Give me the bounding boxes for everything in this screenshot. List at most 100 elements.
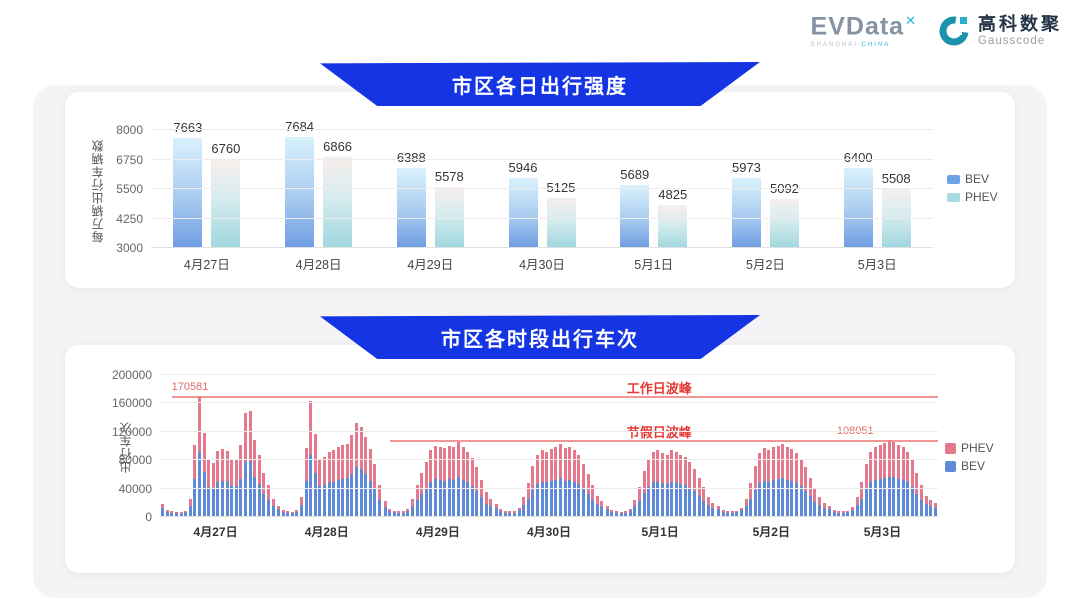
segment-phev: [901, 447, 905, 481]
segment-bev: [915, 493, 919, 517]
day-group-5月1日: [605, 375, 716, 517]
gridline: [160, 516, 938, 517]
segment-bev: [508, 512, 512, 517]
legend-swatch: [947, 192, 960, 202]
segment-bev: [642, 492, 646, 517]
stacked-bar-4月30日-h18: [577, 375, 581, 517]
segment-bev: [864, 488, 868, 517]
segment-phev: [785, 447, 789, 481]
evdata-logo-subtext: SHANGHAI CHINA: [810, 41, 891, 48]
segment-bev: [383, 507, 387, 517]
segment-phev: [828, 506, 832, 510]
bar-bev-4月27日: 7663: [173, 120, 203, 248]
segment-phev: [772, 447, 776, 481]
stacked-bar-4月30日-h23: [600, 375, 604, 517]
segment-phev: [383, 501, 387, 508]
legend-item-phev[interactable]: PHEV: [945, 441, 994, 455]
workday-peak-line: [171, 395, 938, 398]
stacked-bar-5月3日-h23: [933, 375, 937, 517]
stacked-bar-5月1日-h1: [610, 375, 614, 517]
bar-value-label: 5508: [881, 170, 911, 186]
stacked-bar-5月3日-h1: [832, 375, 836, 517]
stacked-bar-4月27日-h1: [165, 375, 169, 517]
stacked-bar-5月2日-h2: [726, 375, 730, 517]
y-tick-label: 6750: [116, 152, 143, 167]
x-axis-label: 5月3日: [863, 525, 902, 539]
stacked-bar-4月30日-h8: [531, 375, 535, 517]
stacked-bar-5月1日-h18: [688, 375, 692, 517]
bar-value-label: 5946: [508, 160, 538, 176]
bar-phev-4月30日: 5125: [546, 180, 576, 248]
segment-bev: [262, 493, 266, 517]
segment-bev: [336, 480, 340, 517]
stacked-bar-4月27日-h13: [220, 375, 224, 517]
segment-bev: [466, 482, 470, 517]
stacked-bar-5月1日-h20: [697, 375, 701, 517]
segment-phev: [286, 511, 290, 513]
segment-phev: [309, 400, 313, 456]
bar-value-label: 6400: [843, 149, 873, 165]
stacked-bar-4月30日-h17: [572, 375, 576, 517]
stacked-bar-5月3日-h2: [837, 375, 841, 517]
bar-value-label: 5125: [546, 179, 576, 195]
stacked-bar-4月29日-h14: [447, 375, 451, 517]
stacked-bar-4月30日-h3: [508, 375, 512, 517]
segment-bev: [906, 482, 910, 517]
legend-item-bev[interactable]: BEV: [945, 459, 994, 473]
segment-bev: [327, 482, 331, 517]
segment-bev: [822, 508, 826, 517]
stacked-bar-5月1日-h22: [706, 375, 710, 517]
segment-bev: [276, 509, 280, 517]
chart1-plot-area: 7663 6760 7684 6866 6388 5578 5946 5125 5689 4825…: [116, 119, 933, 255]
legend-item-phev[interactable]: PHEV: [947, 190, 998, 204]
segment-bev: [730, 512, 734, 517]
segment-bev: [484, 503, 488, 517]
segment-bev: [479, 497, 483, 517]
segment-phev: [799, 458, 803, 487]
segment-bev: [359, 469, 363, 517]
bar-value-label: 5689: [620, 166, 650, 182]
bar-phev-4月27日: 6760: [211, 141, 241, 248]
stacked-bar-4月29日-h10: [429, 375, 433, 517]
segment-phev: [262, 473, 266, 494]
segment-bev: [624, 512, 628, 517]
segment-phev: [243, 413, 247, 463]
legend-label: PHEV: [961, 441, 994, 455]
segment-bev: [411, 506, 415, 517]
segment-bev: [531, 490, 535, 517]
stacked-bar-5月1日-h16: [679, 375, 683, 517]
segment-bev: [424, 487, 428, 517]
stacked-bar-5月2日-h23: [822, 375, 826, 517]
segment-bev: [207, 487, 211, 517]
segment-bev: [688, 487, 692, 517]
legend-item-bev[interactable]: BEV: [947, 172, 998, 186]
segment-phev: [175, 511, 179, 514]
segment-phev: [883, 443, 887, 478]
stacked-bar-5月1日-h12: [660, 375, 664, 517]
gridline: [160, 430, 938, 432]
workday-peak-value: 170581: [171, 380, 209, 393]
segment-phev: [197, 395, 201, 453]
chart1-title-banner: 市区各日出行强度: [320, 62, 760, 106]
y-tick-label: 0: [145, 510, 152, 524]
segment-bev: [299, 504, 303, 517]
stacked-bar-5月2日-h11: [767, 375, 771, 517]
stacked-bar-5月1日-h4: [624, 375, 628, 517]
stacked-bar-5月3日-h8: [864, 375, 868, 517]
segment-bev: [924, 503, 928, 517]
segment-phev: [494, 504, 498, 508]
segment-bev: [536, 483, 539, 517]
stacked-bar-5月2日-h14: [781, 375, 785, 517]
bar-bev-5月3日: 6400: [843, 150, 873, 248]
segment-phev: [832, 509, 836, 512]
segment-phev: [642, 470, 646, 493]
stacked-bar-5月3日-h15: [896, 375, 900, 517]
stacked-bar-4月30日-h7: [526, 375, 530, 517]
x-axis-label: 4月27日: [183, 258, 230, 272]
segment-bev: [591, 499, 595, 517]
stacked-bar-5月1日-h9: [647, 375, 651, 517]
stacked-bar-5月1日-h10: [651, 375, 655, 517]
segment-bev: [628, 510, 632, 517]
bar-bev-5月1日: 5689: [620, 167, 650, 248]
segment-phev: [531, 465, 535, 491]
